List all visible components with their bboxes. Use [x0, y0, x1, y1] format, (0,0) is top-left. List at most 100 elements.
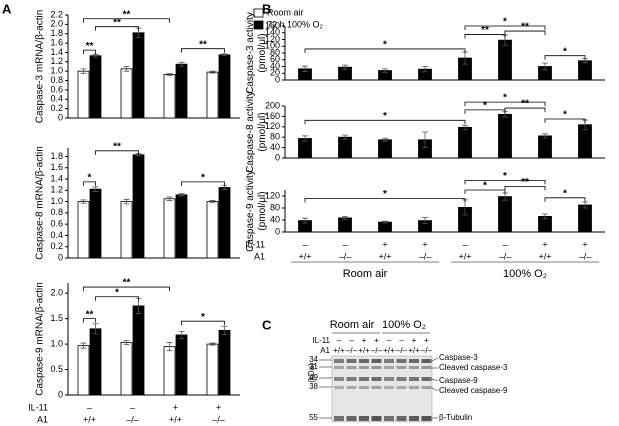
bar [132, 32, 145, 119]
error-bar [123, 66, 130, 72]
lane-label: +/+ [408, 346, 420, 355]
x-tick-label: +/+ [83, 414, 96, 424]
blot-band [421, 416, 432, 421]
kda-marker: 31 [309, 362, 318, 371]
blot-band [334, 366, 344, 369]
y-tick-label: 120 [265, 190, 280, 200]
panel-label: A [2, 1, 12, 16]
band-pointer [431, 378, 439, 382]
significance-bracket [464, 34, 506, 39]
significance-bracket [83, 286, 170, 292]
row-name: IL-11 [245, 239, 265, 249]
bar [338, 136, 352, 159]
band-pointer [431, 387, 439, 392]
blot-band [359, 386, 369, 389]
significance-label: * [503, 93, 507, 104]
blot-band [384, 416, 394, 421]
y-tick-label: 100 [265, 41, 280, 51]
row-name: IL-11 [312, 336, 330, 345]
lane-label: – [337, 336, 342, 345]
bar [175, 194, 188, 259]
significance-label: * [563, 188, 567, 199]
x-tick-label: + [216, 402, 221, 412]
error-bar [542, 133, 548, 139]
significance-label: ** [86, 41, 94, 52]
error-bar [123, 198, 130, 205]
kda-unit: (kDa) [307, 363, 316, 383]
y-tick-label: 160 [265, 20, 280, 30]
error-bar [302, 65, 308, 72]
x-tick-label: – [502, 239, 507, 249]
y-axis-label: Caspase-3 mRNA/β-actin [35, 10, 46, 124]
y-tick-label: 140 [265, 27, 280, 37]
y-tick-label: 0.2 [50, 241, 63, 251]
bar [338, 217, 352, 233]
y-tick-label: 120 [265, 34, 280, 44]
error-bar [178, 61, 185, 67]
blot-band [384, 359, 394, 363]
error-bar [462, 124, 468, 130]
kda-marker: 55 [309, 413, 318, 422]
significance-label: * [503, 171, 507, 182]
error-bar [582, 201, 588, 209]
error-bar [342, 64, 348, 70]
x-tick-label: + [422, 239, 427, 249]
bar [498, 196, 512, 233]
group-label: Room air [343, 268, 388, 280]
group-label: 100% O₂ [503, 268, 547, 280]
blot-band [396, 366, 407, 369]
significance-label: * [383, 40, 387, 51]
x-tick-label: +/+ [298, 251, 311, 261]
row-name: A1 [254, 251, 265, 261]
bar [206, 201, 219, 259]
lane-label: + [374, 336, 379, 345]
significance-bracket [181, 320, 225, 326]
error-bar [382, 68, 388, 73]
y-tick-label: 1.0 [50, 338, 63, 348]
y-axis-label: Caspase-3 activity(pmol/μl) [245, 12, 268, 94]
y-tick-label: 80 [270, 47, 280, 57]
significance-bracket [544, 55, 586, 60]
y-tick-label: 0.5 [50, 364, 63, 374]
legend-swatch [253, 8, 264, 18]
legend-swatch [253, 20, 264, 30]
y-tick-label: 0.6 [50, 84, 63, 94]
y-tick-label: 120 [265, 121, 280, 131]
error-bar [92, 186, 99, 192]
lane-label: –/– [371, 346, 383, 355]
bar [120, 342, 133, 396]
blot-band [384, 386, 394, 389]
y-tick-label: 1.8 [50, 28, 63, 38]
significance-bracket [83, 49, 96, 55]
blot-band [371, 377, 382, 381]
y-tick-label: 0 [58, 252, 63, 262]
significance-bracket [504, 30, 546, 36]
blot-band [371, 359, 382, 363]
y-tick-label: 40 [270, 61, 280, 71]
bar [218, 329, 231, 396]
x-tick-label: –/– [499, 251, 512, 261]
error-bar [209, 70, 216, 74]
y-tick-label: 0 [275, 226, 280, 236]
blot-band [409, 377, 419, 381]
y-tick-label: 200 [265, 100, 280, 110]
lane-label: – [349, 336, 354, 345]
y-tick-label: 1.0 [50, 66, 63, 76]
blot-band [421, 366, 432, 369]
significance-bracket [95, 150, 139, 155]
kda-marker: 49 [309, 373, 318, 382]
y-tick-label: 0.8 [50, 207, 63, 217]
bar [77, 201, 90, 259]
band-label: Cleaved caspase-9 [439, 386, 508, 395]
error-bar [209, 200, 216, 204]
significance-bracket [304, 119, 466, 125]
bar [218, 187, 231, 259]
blot-band [359, 359, 369, 363]
panel-label: C [262, 317, 272, 332]
y-tick-label: 2.0 [50, 288, 63, 298]
error-bar [166, 196, 173, 201]
x-tick-label: – [87, 402, 92, 412]
bar [120, 201, 133, 259]
legend-label: Room air [267, 7, 304, 17]
x-tick-label: + [542, 239, 547, 249]
